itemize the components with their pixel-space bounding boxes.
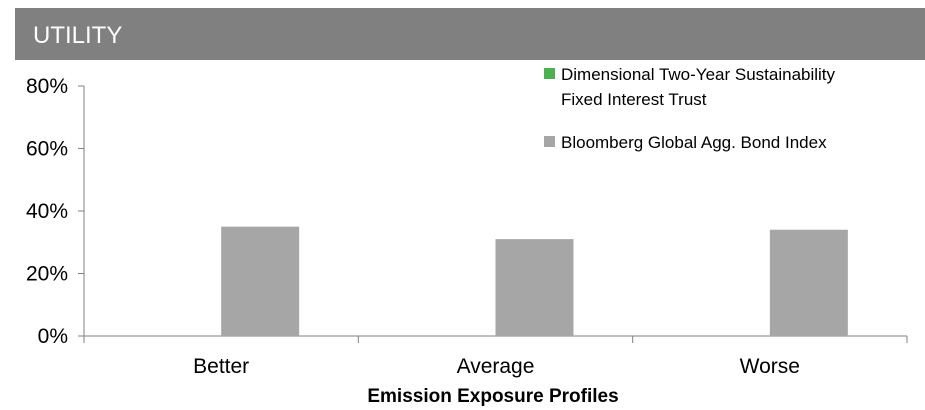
bar xyxy=(769,229,848,336)
y-tick-label: 60% xyxy=(26,138,68,161)
x-tick-label: Worse xyxy=(740,355,800,378)
legend-label: Fixed Interest Trust xyxy=(561,90,707,109)
legend-label: Dimensional Two-Year Sustainability xyxy=(561,65,836,84)
chart-header-title: UTILITY xyxy=(33,22,123,49)
bar xyxy=(221,226,300,336)
x-tick-label: Average xyxy=(457,355,535,378)
x-tick-label: Better xyxy=(193,355,249,378)
legend-swatch xyxy=(544,68,555,79)
y-tick-label: 20% xyxy=(26,263,68,286)
y-tick-label: 80% xyxy=(26,75,68,98)
y-tick-label: 0% xyxy=(38,325,68,348)
x-axis-title: Emission Exposure Profiles xyxy=(367,386,618,407)
bar xyxy=(495,239,574,336)
legend-label: Bloomberg Global Agg. Bond Index xyxy=(561,133,827,152)
y-tick-label: 40% xyxy=(26,200,68,223)
chart-header: UTILITY xyxy=(15,8,925,60)
legend-swatch xyxy=(544,136,555,147)
